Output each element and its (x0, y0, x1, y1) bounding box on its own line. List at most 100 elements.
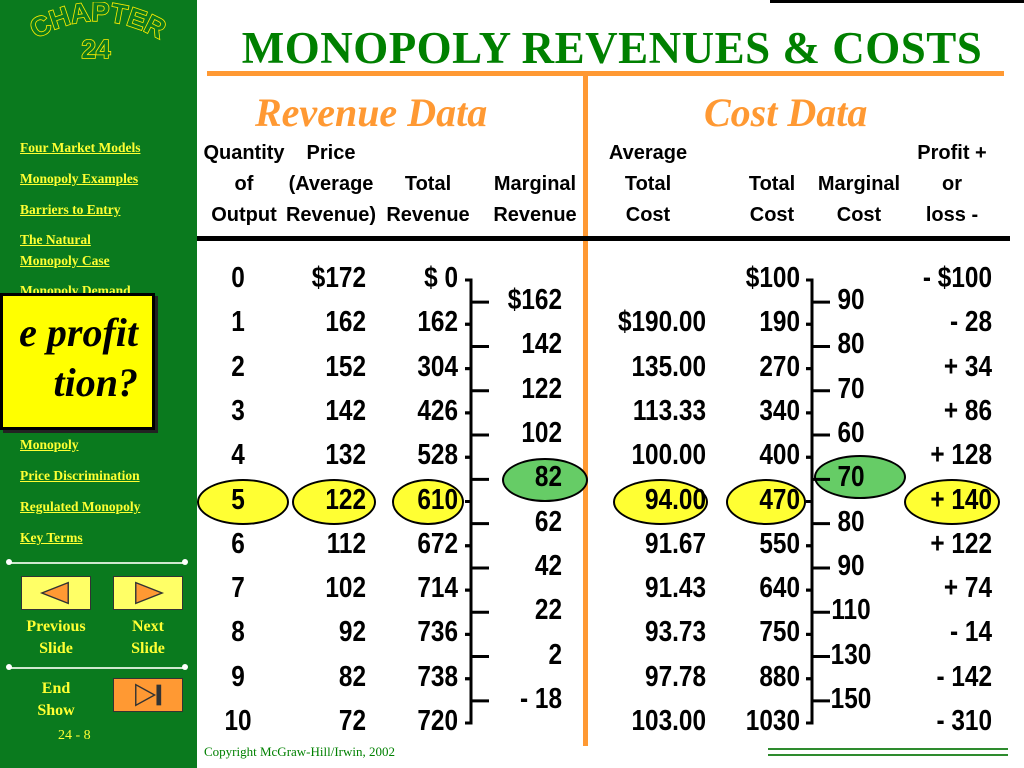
cost-data-title: Cost Data (704, 90, 868, 135)
sidebar-divider-top (8, 562, 186, 564)
highlight-oval-total-revenue (392, 479, 464, 525)
bracket-mark (465, 411, 489, 459)
sidebar-divider-dot (182, 559, 188, 565)
header-marginal-revenue: Marginal Revenue (493, 173, 577, 226)
cell-profit: - 310 (936, 705, 992, 737)
cell-price: 112 (326, 527, 366, 560)
bracket-mark (465, 322, 489, 371)
cell-quantity: 5 (231, 483, 245, 516)
highlight-oval-total-cost (726, 479, 806, 525)
cell-quantity: 7 (231, 572, 245, 605)
highlight-oval-quantity (197, 479, 289, 525)
cell-marginal-revenue: 2 (548, 638, 562, 671)
cell-total-revenue: 738 (417, 660, 458, 693)
triangle-right-icon (135, 581, 165, 605)
bracket-mark (465, 455, 489, 503)
copyright: Copyright McGraw-Hill/Irwin, 2002 (204, 744, 396, 759)
cell-price: $172 (311, 262, 366, 294)
cell-total-cost: 470 (759, 483, 800, 516)
cell-quantity: 1 (231, 306, 245, 339)
cell-average-total-cost: 100.00 (631, 439, 706, 472)
cell-marginal-revenue: 102 (521, 417, 562, 450)
cell-total-cost: 750 (759, 616, 800, 649)
cell-total-cost: 1030 (745, 705, 800, 737)
cell-average-total-cost: 135.00 (631, 350, 706, 383)
cell-total-revenue: 162 (417, 306, 458, 339)
triangle-left-icon (39, 581, 69, 605)
chapter-number: 24 (82, 34, 111, 64)
cell-price: 152 (325, 350, 366, 383)
cell-marginal-revenue: 82 (534, 461, 562, 494)
cell-marginal-cost: 90 (837, 549, 865, 582)
cell-total-revenue: 426 (417, 394, 458, 427)
nav-price-discrimination[interactable]: Price Discrimination (20, 468, 140, 483)
nav-regulated-monopoly[interactable]: Regulated Monopoly (20, 499, 141, 514)
end-show-button[interactable] (113, 678, 183, 712)
cell-average-total-cost: 113.33 (632, 394, 706, 427)
highlight-oval-profit (904, 479, 1000, 525)
bracket-mark (465, 278, 489, 326)
header-profit: Profit + or loss - (917, 142, 987, 226)
cell-marginal-cost: 70 (837, 461, 865, 494)
cell-total-revenue: 304 (417, 350, 458, 383)
cell-marginal-revenue: 122 (521, 372, 562, 405)
cell-marginal-cost: 60 (837, 417, 865, 450)
next-slide-button[interactable] (113, 576, 183, 610)
cell-marginal-revenue: $162 (507, 284, 562, 317)
cell-total-cost: 640 (759, 572, 800, 605)
cell-profit: - 28 (950, 306, 992, 339)
cell-average-total-cost: 97.78 (645, 660, 706, 693)
header-total-revenue: Total Revenue (386, 173, 470, 226)
cell-profit: + 128 (930, 439, 992, 472)
cell-profit: - $100 (922, 262, 992, 294)
cell-marginal-cost: 90 (837, 284, 865, 317)
cell-average-total-cost: 94.00 (645, 483, 706, 516)
cell-average-total-cost: 91.43 (645, 572, 706, 605)
bracket-mark (465, 500, 489, 548)
next-slide-label: Next Slide (131, 618, 165, 657)
bracket-mark (465, 677, 489, 725)
header-marginal-cost: Marginal Cost (817, 173, 901, 226)
previous-slide-label: Previous Slide (26, 618, 86, 657)
cell-total-revenue: 610 (417, 483, 458, 516)
highlight-oval-average-total-cost (613, 479, 708, 525)
nav-natural-monopoly-line1[interactable]: The Natural (20, 232, 91, 247)
cell-total-revenue: 528 (417, 439, 458, 472)
nav-four-market-models[interactable]: Four Market Models (20, 140, 141, 155)
cell-marginal-cost: 130 (830, 638, 872, 671)
cell-total-cost: 400 (759, 439, 800, 472)
nav-monopoly-examples[interactable]: Monopoly Examples (20, 171, 139, 186)
cell-price: 122 (325, 483, 366, 516)
previous-slide-button[interactable] (21, 576, 91, 610)
cell-profit: + 86 (943, 394, 992, 427)
cell-marginal-revenue: 62 (534, 505, 562, 538)
cell-price: 82 (338, 660, 366, 693)
section-divider (583, 76, 588, 746)
cell-quantity: 9 (231, 660, 245, 693)
cell-total-cost: $100 (745, 262, 800, 294)
nav-monopoly[interactable]: Monopoly (20, 437, 79, 452)
cell-average-total-cost (605, 256, 706, 300)
top-rule (770, 0, 1024, 3)
cell-quantity: 6 (231, 527, 245, 560)
cell-quantity: 8 (231, 616, 245, 649)
cell-profit: + 34 (943, 350, 992, 383)
sidebar-divider-dot (182, 664, 188, 670)
cell-marginal-revenue: 142 (521, 328, 562, 361)
cell-profit: + 122 (930, 527, 992, 560)
cell-average-total-cost: 91.67 (645, 527, 706, 560)
nav-key-terms[interactable]: Key Terms (20, 530, 83, 545)
cell-profit: + 74 (943, 572, 992, 605)
cell-price: 72 (338, 705, 366, 737)
end-show-icon (135, 683, 162, 707)
nav-barriers-to-entry[interactable]: Barriers to Entry (20, 202, 121, 217)
header-price: Price (Average Revenue) (285, 142, 377, 226)
nav-natural-monopoly-line2[interactable]: Monopoly Case (20, 253, 110, 268)
cell-quantity: 4 (231, 439, 245, 472)
cell-marginal-cost: 70 (837, 372, 865, 405)
question-popup: e profit tion? (0, 293, 155, 430)
cell-price: 132 (325, 439, 366, 472)
header-rule (197, 236, 1010, 241)
cell-total-cost: 270 (759, 350, 800, 383)
end-show-label: End Show (37, 680, 75, 719)
